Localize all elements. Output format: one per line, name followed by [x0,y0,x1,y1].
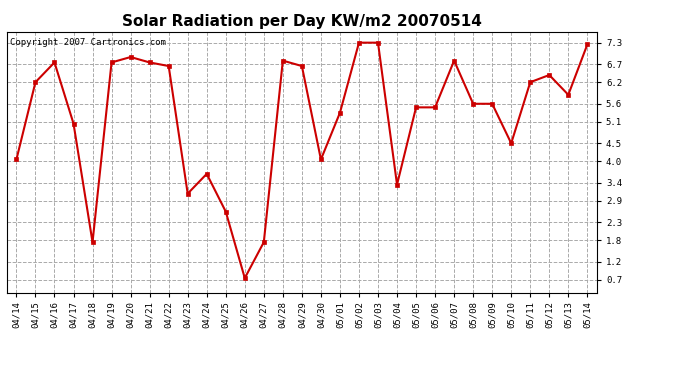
Title: Solar Radiation per Day KW/m2 20070514: Solar Radiation per Day KW/m2 20070514 [122,14,482,29]
Text: Copyright 2007 Cartronics.com: Copyright 2007 Cartronics.com [10,38,166,47]
